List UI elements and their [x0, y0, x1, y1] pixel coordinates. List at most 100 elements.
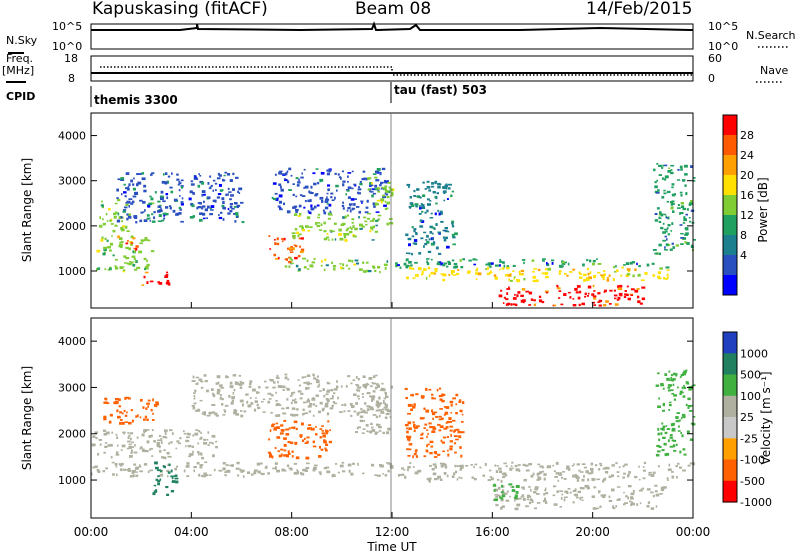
data-cell — [319, 178, 324, 182]
data-cell — [137, 414, 139, 418]
data-cell — [127, 240, 129, 242]
data-cell — [677, 204, 680, 207]
data-cell — [692, 384, 696, 387]
data-cell — [563, 496, 568, 498]
nsearch-label: N.Search — [746, 29, 796, 42]
data-cell — [418, 205, 421, 208]
data-cell — [274, 467, 277, 470]
data-cell — [670, 377, 673, 380]
data-cell — [406, 276, 409, 280]
data-cell — [682, 222, 686, 224]
data-cell — [302, 229, 306, 232]
data-cell — [297, 255, 301, 258]
data-cell — [111, 461, 115, 464]
data-cell — [665, 266, 670, 269]
data-cell — [385, 393, 387, 396]
data-cell — [673, 450, 677, 452]
data-cell — [302, 472, 305, 476]
data-cell — [602, 277, 605, 281]
data-cell — [373, 390, 376, 393]
data-cell — [138, 464, 141, 467]
data-cell — [351, 222, 354, 224]
data-cell — [425, 387, 428, 391]
data-cell — [396, 264, 400, 267]
data-cell — [689, 202, 693, 205]
data-cell — [319, 428, 323, 430]
data-cell — [684, 241, 687, 244]
data-cell — [160, 438, 163, 441]
data-cell — [331, 238, 334, 241]
data-cell — [365, 424, 369, 427]
data-cell — [423, 455, 427, 458]
data-cell — [222, 462, 226, 465]
data-cell — [309, 226, 313, 229]
data-cell — [284, 373, 288, 376]
data-cell — [219, 397, 222, 400]
data-cell — [316, 385, 320, 388]
data-cell — [485, 263, 489, 266]
data-cell — [130, 235, 134, 239]
data-cell — [688, 217, 691, 219]
data-cell — [613, 294, 618, 297]
data-cell — [608, 495, 611, 498]
data-cell — [288, 427, 291, 430]
data-cell — [129, 455, 133, 458]
data-cell — [324, 447, 327, 450]
data-cell — [219, 394, 222, 397]
data-cell — [218, 469, 223, 472]
data-cell — [422, 194, 426, 197]
data-cell — [562, 261, 565, 264]
data-cell — [308, 382, 312, 385]
data-cell — [455, 428, 460, 431]
data-cell — [453, 429, 456, 433]
data-cell — [320, 223, 323, 226]
data-cell — [239, 380, 242, 383]
data-cell — [311, 264, 314, 268]
data-cell — [365, 261, 369, 264]
data-cell — [412, 466, 415, 468]
nave-tick-top: 60 — [708, 52, 722, 65]
data-cell — [494, 264, 499, 267]
data-cell — [685, 213, 688, 216]
data-cell — [460, 465, 463, 469]
data-cell — [302, 439, 305, 442]
data-cell — [378, 423, 381, 426]
data-cell — [431, 393, 434, 396]
data-cell — [584, 295, 587, 298]
data-cell — [214, 412, 218, 416]
data-cell — [563, 273, 567, 275]
data-cell — [597, 301, 600, 303]
data-cell — [563, 478, 567, 480]
data-cell — [435, 202, 438, 205]
data-cell — [375, 403, 380, 407]
data-cell — [665, 230, 668, 233]
data-cell — [455, 403, 458, 406]
data-cell — [506, 292, 509, 295]
data-cell — [419, 206, 422, 210]
data-cell — [680, 205, 685, 208]
data-cell — [625, 274, 629, 277]
data-cell — [130, 451, 133, 454]
data-cell — [127, 440, 131, 443]
data-cell — [151, 202, 155, 205]
data-cell — [658, 252, 661, 256]
data-cell — [672, 444, 676, 448]
data-cell — [143, 463, 148, 466]
data-cell — [91, 472, 93, 476]
data-cell — [619, 284, 623, 288]
data-cell — [456, 465, 461, 467]
data-cell — [533, 299, 536, 302]
data-cell — [171, 476, 174, 480]
data-cell — [522, 463, 526, 466]
data-cell — [118, 398, 121, 401]
data-cell — [661, 166, 664, 169]
data-cell — [175, 480, 179, 484]
data-cell — [325, 466, 330, 469]
data-cell — [354, 259, 359, 262]
data-cell — [345, 385, 348, 388]
data-cell — [429, 217, 434, 219]
data-cell — [517, 464, 521, 466]
data-cell — [92, 435, 96, 438]
data-cell — [204, 411, 206, 414]
data-cell — [515, 468, 519, 472]
